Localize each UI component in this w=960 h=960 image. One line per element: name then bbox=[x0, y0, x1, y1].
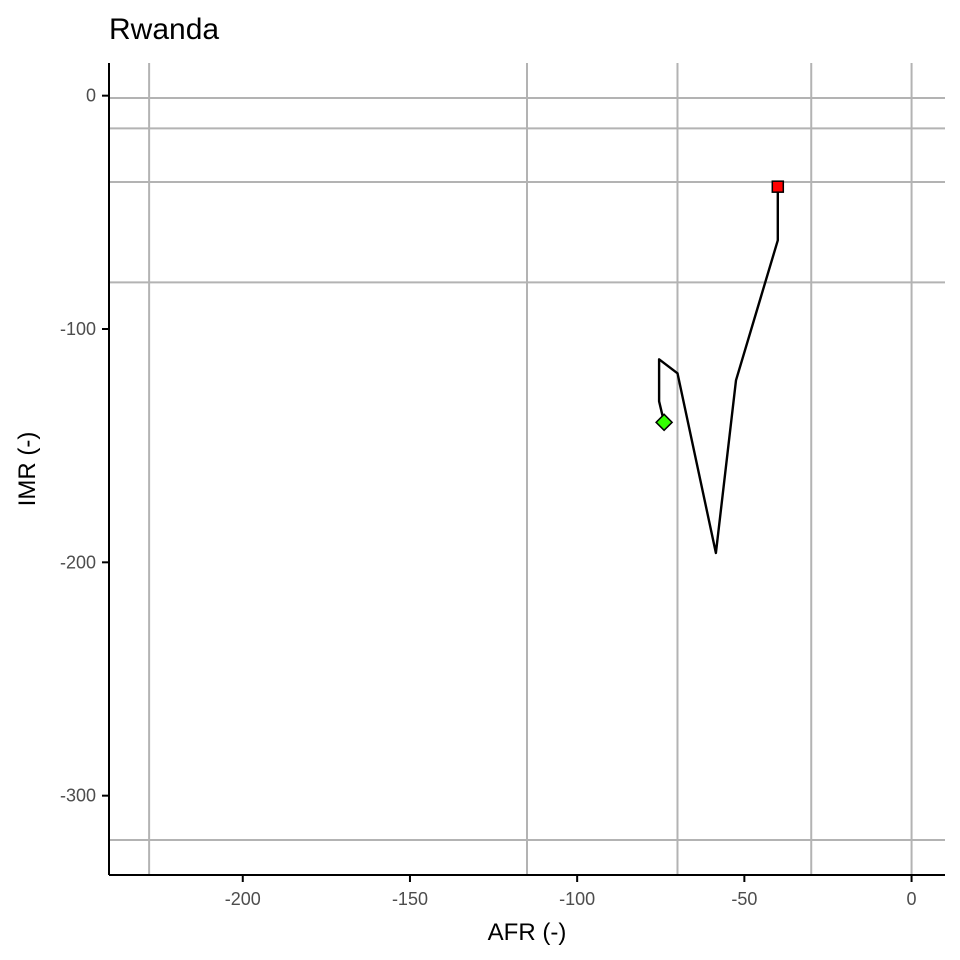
x-tick-label: 0 bbox=[907, 889, 917, 909]
y-tick-label: 0 bbox=[86, 86, 96, 106]
x-tick-label: -50 bbox=[731, 889, 757, 909]
x-axis-ticks: -200 -150 -100 -50 0 bbox=[225, 875, 917, 909]
x-tick-label: -200 bbox=[225, 889, 261, 909]
end-marker bbox=[771, 180, 785, 193]
y-axis-ticks: 0 -100 -200 -300 bbox=[60, 86, 109, 806]
x-axis-title: AFR (-) bbox=[488, 919, 567, 946]
axes bbox=[108, 63, 945, 876]
y-axis-title: IMR (-) bbox=[14, 432, 41, 507]
x-tick-label: -100 bbox=[559, 889, 595, 909]
series-group bbox=[657, 186, 779, 555]
reference-lines bbox=[109, 63, 945, 875]
series-line-0 bbox=[657, 186, 779, 555]
markers bbox=[655, 180, 785, 432]
y-tick-label: -200 bbox=[60, 552, 96, 572]
y-tick-label: -100 bbox=[60, 319, 96, 339]
y-tick-label: -300 bbox=[60, 786, 96, 806]
x-tick-label: -150 bbox=[392, 889, 428, 909]
chart-title: Rwanda bbox=[109, 13, 219, 46]
start-marker bbox=[655, 413, 674, 432]
